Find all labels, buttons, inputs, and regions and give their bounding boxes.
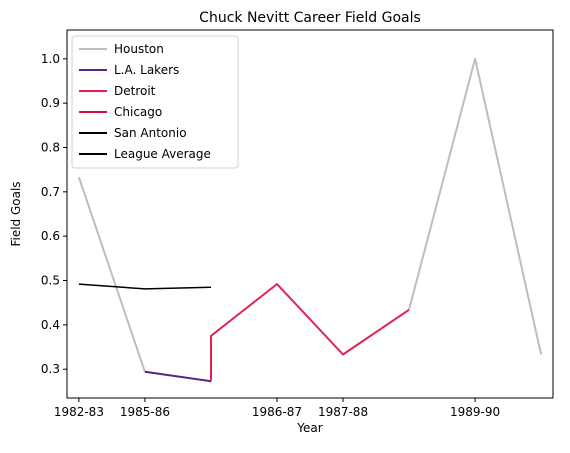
x-tick-label: 1989-90 xyxy=(450,405,500,419)
chart-title: Chuck Nevitt Career Field Goals xyxy=(199,10,421,26)
y-tick-label: 0.6 xyxy=(41,229,60,243)
legend-label: L.A. Lakers xyxy=(114,63,179,77)
y-tick-label: 0.4 xyxy=(41,318,60,332)
x-tick-label: 1982-83 xyxy=(54,405,104,419)
series-line xyxy=(210,283,410,382)
series-layer xyxy=(77,57,543,383)
series-line xyxy=(408,57,543,355)
x-axis: 1982-83 1985-86 1986-87 1987-88 1989-90 xyxy=(54,398,500,419)
y-tick-label: 0.8 xyxy=(41,140,60,154)
legend-label: Houston xyxy=(114,42,164,56)
legend-label: Chicago xyxy=(114,105,162,119)
x-tick-label: 1986-87 xyxy=(252,405,302,419)
x-tick-label: 1987-88 xyxy=(318,405,368,419)
y-axis-label: Field Goals xyxy=(9,181,23,246)
y-tick-label: 0.3 xyxy=(41,362,60,376)
legend: Houston L.A. Lakers Detroit Chicago San Anto… xyxy=(71,35,239,169)
legend-frame xyxy=(71,35,239,169)
series-line xyxy=(144,370,212,383)
y-tick-label: 0.7 xyxy=(41,185,60,199)
series-line xyxy=(77,176,146,373)
x-axis-label: Year xyxy=(296,421,322,435)
plot-area xyxy=(66,29,554,399)
y-axis: 0.3 0.4 0.5 0.6 0.7 0.8 0.9 1.0 xyxy=(41,52,67,376)
x-tick-label: 1985-86 xyxy=(120,405,170,419)
series-line xyxy=(78,283,212,290)
legend-label: League Average xyxy=(114,147,211,161)
y-tick-label: 0.5 xyxy=(41,274,60,288)
legend-label: San Antonio xyxy=(114,126,187,140)
y-tick-label: 0.9 xyxy=(41,96,60,110)
legend-label: Detroit xyxy=(114,84,156,98)
y-tick-label: 1.0 xyxy=(41,52,60,66)
